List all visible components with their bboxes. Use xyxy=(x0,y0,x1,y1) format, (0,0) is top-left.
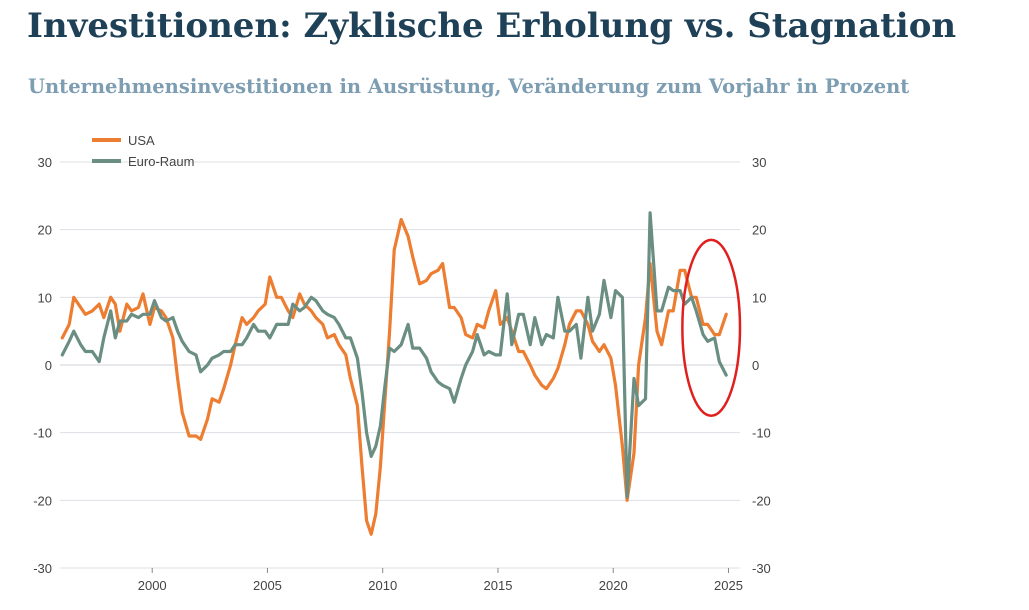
chart-subtitle: Unternehmensinvestitionen in Ausrüstung,… xyxy=(28,75,910,98)
y-tick-label-left: -30 xyxy=(33,561,52,576)
legend-label-euro-raum: Euro-Raum xyxy=(128,154,194,169)
legend: USA Euro-Raum xyxy=(92,133,194,169)
x-tick-label: 2025 xyxy=(714,578,743,593)
highlight-ellipse xyxy=(681,238,742,417)
y-tick-label-left: 20 xyxy=(38,223,52,238)
x-tick-label: 2020 xyxy=(599,578,628,593)
legend-label-usa: USA xyxy=(128,133,155,148)
series-line-euro-raum xyxy=(60,211,728,499)
y-tick-label-left: 10 xyxy=(38,290,52,305)
series-lines xyxy=(60,211,728,536)
y-tick-label-right: 20 xyxy=(752,223,766,238)
y-tick-label-right: 10 xyxy=(752,290,766,305)
y-tick-label-left: -10 xyxy=(33,426,52,441)
y-tick-label-right: 0 xyxy=(752,358,759,373)
y-tick-label-right: -10 xyxy=(752,426,771,441)
x-tick-label: 2010 xyxy=(368,578,397,593)
y-tick-label-left: 0 xyxy=(45,358,52,373)
chart-title: Investitionen: Zyklische Erholung vs. St… xyxy=(27,6,957,46)
series-line-usa xyxy=(60,217,728,536)
y-tick-label-right: 30 xyxy=(752,155,766,170)
y-tick-label-left: -20 xyxy=(33,493,52,508)
x-tick-label: 2005 xyxy=(253,578,282,593)
x-tick-label: 2015 xyxy=(484,578,513,593)
y-tick-label-left: 30 xyxy=(38,155,52,170)
y-tick-label-right: -30 xyxy=(752,561,771,576)
y-tick-label-right: -20 xyxy=(752,493,771,508)
x-tick-label: 2000 xyxy=(138,578,167,593)
highlight-annotation xyxy=(681,238,742,417)
